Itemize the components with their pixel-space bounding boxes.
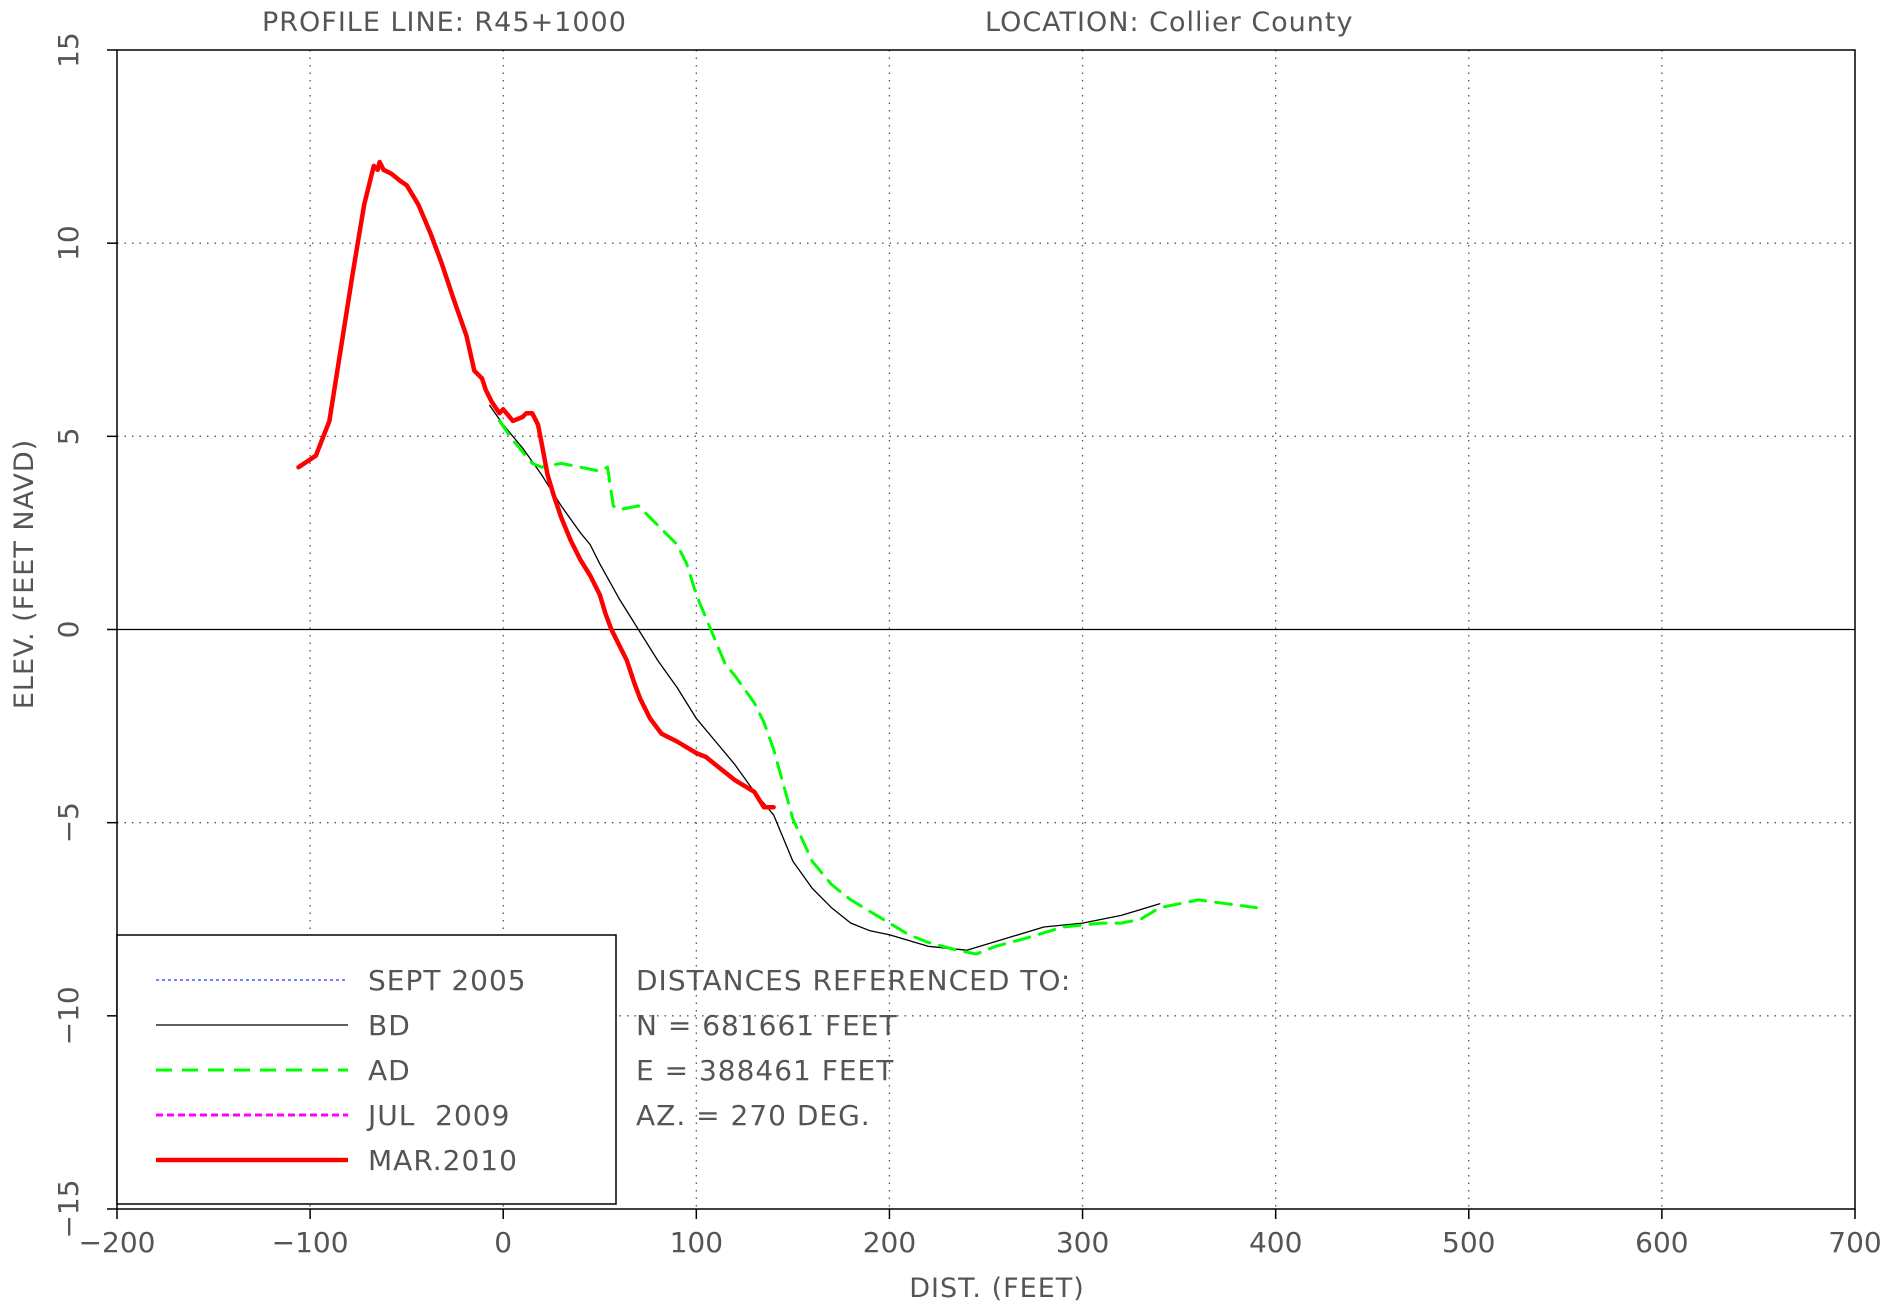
reference-north: N = 681661 FEET <box>636 1009 898 1042</box>
legend-label-bd: BD <box>368 1009 411 1042</box>
reference-block: DISTANCES REFERENCED TO: N = 681661 FEET… <box>636 964 1071 1132</box>
y-tick-label: −15 <box>52 1179 85 1238</box>
chart-title-left: PROFILE LINE: R45+1000 <box>262 7 627 38</box>
x-axis-label: DIST. (FEET) <box>909 1273 1085 1304</box>
legend-label-sept-2005: SEPT 2005 <box>368 964 527 997</box>
y-tick-label: −5 <box>52 802 85 843</box>
x-tick-label: 200 <box>863 1226 916 1259</box>
y-tick-label: 10 <box>52 225 85 261</box>
y-tick-label: 5 <box>52 427 85 445</box>
series-layer <box>296 159 1258 956</box>
legend-label-mar-2010: MAR.2010 <box>368 1144 518 1177</box>
x-tick-label: 500 <box>1442 1226 1495 1259</box>
x-tick-label: −200 <box>79 1226 156 1259</box>
x-tick-label: −100 <box>272 1226 349 1259</box>
legend-label-ad: AD <box>368 1054 411 1087</box>
series-line-bd <box>489 404 1161 951</box>
legend: SEPT 2005 BD AD JUL 2009 MAR.2010 <box>116 934 617 1205</box>
axis-layer: −200 −100 0 100 200 300 400 500 600 700 −15 −10 −5 0 5… <box>52 32 1882 1259</box>
y-tick-label: 15 <box>52 32 85 68</box>
x-tick-label: 0 <box>494 1226 512 1259</box>
y-axis-label: ELEV. (FEET NAVD) <box>9 439 40 709</box>
series-line-ad <box>497 419 1258 956</box>
x-tick-label: 600 <box>1635 1226 1688 1259</box>
x-tick-label: 700 <box>1828 1226 1881 1259</box>
chart-title-right: LOCATION: Collier County <box>985 7 1353 38</box>
reference-east: E = 388461 FEET <box>636 1054 894 1087</box>
reference-azimuth: AZ. = 270 DEG. <box>636 1099 871 1132</box>
series-line-mar-2010 <box>296 159 776 810</box>
x-tick-label: 400 <box>1249 1226 1302 1259</box>
reference-heading: DISTANCES REFERENCED TO: <box>636 964 1071 997</box>
y-tick-label: −10 <box>52 986 85 1045</box>
grid-layer <box>117 50 1855 1209</box>
legend-label-jul-2009: JUL 2009 <box>366 1099 510 1132</box>
x-tick-label: 300 <box>1056 1226 1109 1259</box>
y-tick-label: 0 <box>52 621 85 639</box>
x-tick-label: 100 <box>670 1226 723 1259</box>
